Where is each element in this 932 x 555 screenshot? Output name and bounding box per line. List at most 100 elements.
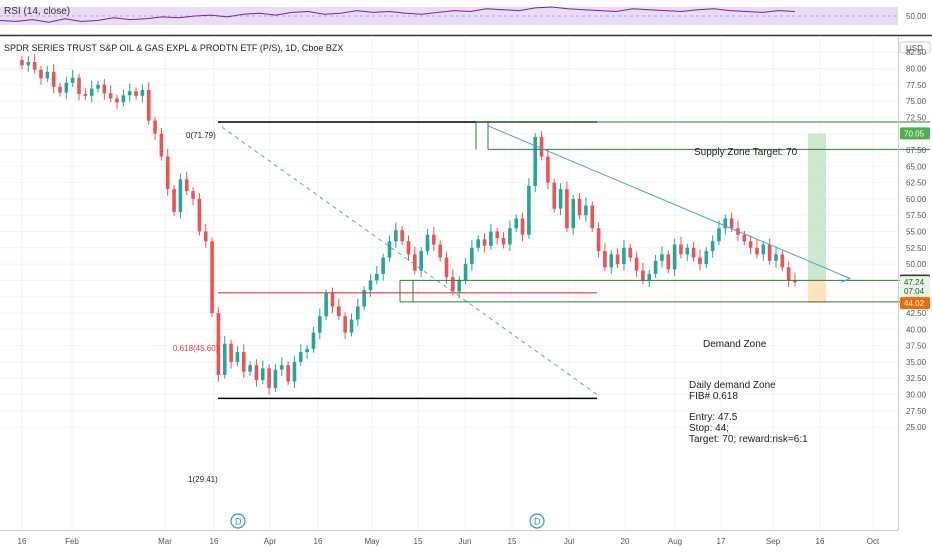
candle-body xyxy=(647,273,652,281)
time-tick: Oct xyxy=(867,537,880,546)
candle-body xyxy=(748,241,753,248)
candle-body xyxy=(39,69,43,79)
price-tick: 27.50 xyxy=(906,407,927,416)
candle-body xyxy=(400,230,404,242)
candle-body xyxy=(489,231,493,246)
candle-body xyxy=(432,234,436,245)
candle-body xyxy=(77,77,81,94)
candles-layer xyxy=(20,54,797,395)
candle-body xyxy=(254,365,259,381)
candle-body xyxy=(527,185,531,235)
candle-body xyxy=(723,218,728,229)
price-tick: 52.50 xyxy=(906,244,927,253)
demand-zone-label: Demand Zone xyxy=(703,339,767,350)
price-ticks: 25.00 27.50 30.00 32.50 35.00 37.50 40.00 42.50… xyxy=(906,48,927,432)
candle-body xyxy=(121,95,126,103)
rsi-pane[interactable]: RSI (14, close) 50.00 xyxy=(0,6,927,25)
candle-body xyxy=(305,348,309,353)
candle-body xyxy=(685,247,690,255)
candle-body xyxy=(666,254,671,270)
fib-bottom-label: 1(29.41) xyxy=(188,475,218,484)
candle-body xyxy=(184,179,189,192)
candle-body xyxy=(356,306,360,320)
candle-body xyxy=(241,352,246,372)
candle-body xyxy=(197,198,202,232)
candle-body xyxy=(742,234,747,242)
candle-body xyxy=(577,198,582,216)
candle-body xyxy=(609,254,614,268)
target-box xyxy=(808,133,826,281)
candle-body xyxy=(761,244,766,255)
time-tick: May xyxy=(364,537,379,546)
candle-body xyxy=(324,293,328,317)
candle-body xyxy=(394,230,398,242)
candle-body xyxy=(102,84,107,94)
candle-body xyxy=(165,156,170,190)
time-ticks: 16 Feb Mar 16 Apr 16 May 15 Jun 15 Jul 20 Aug 17 Sep 16… xyxy=(18,537,880,546)
time-tick: 20 xyxy=(621,537,630,546)
candle-body xyxy=(539,136,544,157)
currency-label: USD xyxy=(906,44,923,53)
candle-body xyxy=(381,257,385,274)
candle-body xyxy=(457,280,461,292)
candle-body xyxy=(698,257,702,265)
candle-body xyxy=(704,251,709,265)
stop-box xyxy=(808,280,826,304)
candle-body xyxy=(89,88,94,96)
candle-body xyxy=(717,228,721,242)
candle-body xyxy=(210,241,214,313)
candle-body xyxy=(96,84,100,89)
price-tick: 40.00 xyxy=(906,325,927,334)
price-tick: 50.00 xyxy=(906,260,927,269)
candle-body xyxy=(508,228,512,245)
candle-body xyxy=(115,98,119,103)
time-tick: Jun xyxy=(459,537,472,546)
price-tick: 62.50 xyxy=(906,179,927,188)
time-tick: 16 xyxy=(210,537,219,546)
candle-body xyxy=(292,361,297,382)
candle-body xyxy=(565,189,569,229)
price-grid xyxy=(0,36,898,530)
candle-body xyxy=(286,365,290,382)
time-axis[interactable]: 16 Feb Mar 16 Apr 16 May 15 Jun 15 Jul 20 Aug 17 Sep 16… xyxy=(0,513,898,546)
price-tick: 75.00 xyxy=(906,97,927,106)
time-tick: 15 xyxy=(414,537,423,546)
candle-body xyxy=(279,365,284,370)
candle-body xyxy=(222,343,227,375)
candle-body xyxy=(660,254,664,261)
candle-body xyxy=(615,254,620,265)
price-tick: 60.00 xyxy=(906,195,927,204)
candle-body xyxy=(216,313,221,375)
candle-body xyxy=(622,247,626,265)
candle-body xyxy=(20,60,24,66)
candle-body xyxy=(767,244,772,261)
candle-body xyxy=(438,244,442,258)
time-tick: 15 xyxy=(508,537,517,546)
candle-body xyxy=(425,234,430,252)
time-tick: Mar xyxy=(158,537,172,546)
price-axis[interactable]: USD 25.00 27.50 30.00 32.50 35.00 37.50 40.00 4… xyxy=(898,36,931,530)
fib-top-label: 0(71.79) xyxy=(186,131,216,140)
dividend-marker-1[interactable]: D xyxy=(230,513,246,529)
candle-body xyxy=(406,241,411,255)
candle-body xyxy=(780,254,785,268)
currency-box[interactable] xyxy=(899,41,931,54)
dividend-marker-2[interactable]: D xyxy=(529,513,545,529)
candle-body xyxy=(596,228,601,252)
candle-body xyxy=(514,218,519,229)
candle-body xyxy=(260,368,265,381)
candle-body xyxy=(26,61,31,66)
candle-body xyxy=(755,247,759,255)
candle-body xyxy=(584,205,588,216)
note-line-4: Stop: 44; xyxy=(689,423,729,434)
price-tick: 37.50 xyxy=(906,342,927,351)
candle-body xyxy=(495,231,500,239)
candle-body xyxy=(533,136,538,186)
candle-body xyxy=(311,332,316,349)
candle-body xyxy=(362,290,366,307)
candle-body xyxy=(159,133,164,157)
candle-body xyxy=(229,343,233,362)
candle-body xyxy=(463,264,468,281)
